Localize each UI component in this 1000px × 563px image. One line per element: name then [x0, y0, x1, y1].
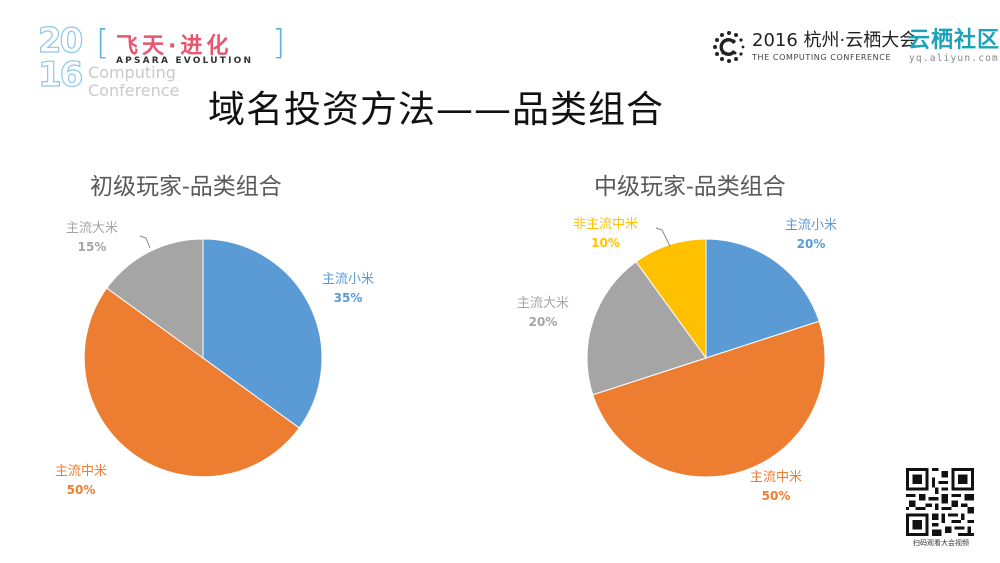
slide-title: 域名投资方法——品类组合 — [208, 88, 664, 131]
conference-dot-icon — [713, 31, 745, 63]
pie-slice — [592, 320, 826, 478]
label-percent: 50% — [761, 489, 791, 503]
label-category: 主流小米 — [322, 272, 375, 287]
logo-year-top: 20 — [37, 21, 84, 61]
logo-cn-name: 飞天·进化 — [116, 34, 233, 59]
pie-slice — [586, 261, 707, 396]
label-intermediate-nonmain-medium: 非主流中米 10% — [573, 216, 638, 252]
label-beginner-large: 主流大米 15% — [66, 220, 118, 256]
label-percent: 35% — [333, 291, 363, 305]
community-title: 云栖社区 — [908, 28, 1000, 53]
chart-title-intermediate: 中级玩家-品类组合 — [594, 174, 786, 200]
pie-slice — [106, 238, 204, 359]
logo-sub-line1: Computing — [88, 63, 176, 82]
logo-year: 20 16 — [37, 21, 90, 95]
label-beginner-small: 主流小米 35% — [322, 271, 374, 307]
label-percent: 50% — [66, 483, 96, 497]
label-category: 主流小米 — [785, 218, 838, 233]
leader-line-beginner-large — [139, 235, 151, 249]
label-intermediate-small: 主流小米 20% — [785, 217, 837, 253]
label-category: 主流大米 — [66, 221, 119, 236]
label-intermediate-medium: 主流中米 50% — [750, 469, 802, 505]
label-category: 非主流中米 — [573, 217, 639, 232]
bracket-left-icon: [ — [96, 23, 110, 63]
label-intermediate-large: 主流大米 20% — [517, 295, 569, 331]
qr-code-icon[interactable] — [906, 468, 974, 536]
conference-title: 2016 杭州·云栖大会 — [752, 30, 918, 51]
leader-line-intermediate-nonmain — [655, 227, 671, 247]
label-beginner-medium: 主流中米 50% — [55, 463, 107, 499]
logo-year-bottom: 16 — [37, 55, 84, 95]
label-category: 主流中米 — [750, 470, 803, 485]
label-category: 主流大米 — [517, 296, 570, 311]
label-percent: 10% — [591, 236, 620, 250]
label-percent: 20% — [796, 237, 826, 251]
logo-en-name: APSARA EVOLUTION — [116, 56, 254, 66]
chart-title-beginner: 初级玩家-品类组合 — [90, 174, 282, 200]
pie-slice — [705, 238, 820, 359]
label-percent: 15% — [77, 240, 107, 254]
conference-logos: 2016 杭州·云栖大会 THE COMPUTING CONFERENCE 云栖… — [712, 28, 1000, 68]
label-percent: 20% — [528, 315, 558, 329]
logo-subtitle: Computing Conference — [88, 64, 179, 100]
label-category: 主流中米 — [55, 464, 108, 479]
pie-chart-beginner — [83, 238, 323, 478]
pie-slice — [83, 287, 300, 478]
logo-bracket: [ 飞天·进化 APSARA EVOLUTION ] — [96, 23, 285, 66]
conference-subtitle: THE COMPUTING CONFERENCE — [752, 53, 892, 62]
qr-caption: 扫码观看大会视频 — [913, 539, 969, 547]
community-url: yq.aliyun.com — [909, 53, 999, 64]
pie-chart-intermediate — [586, 238, 826, 478]
pie-slice — [202, 238, 323, 429]
event-logo: 20 16 [ 飞天·进化 APSARA EVOLUTION ] Computi… — [37, 21, 285, 104]
bracket-right-icon: ] — [272, 23, 286, 63]
logo-sub-line2: Conference — [88, 81, 180, 100]
